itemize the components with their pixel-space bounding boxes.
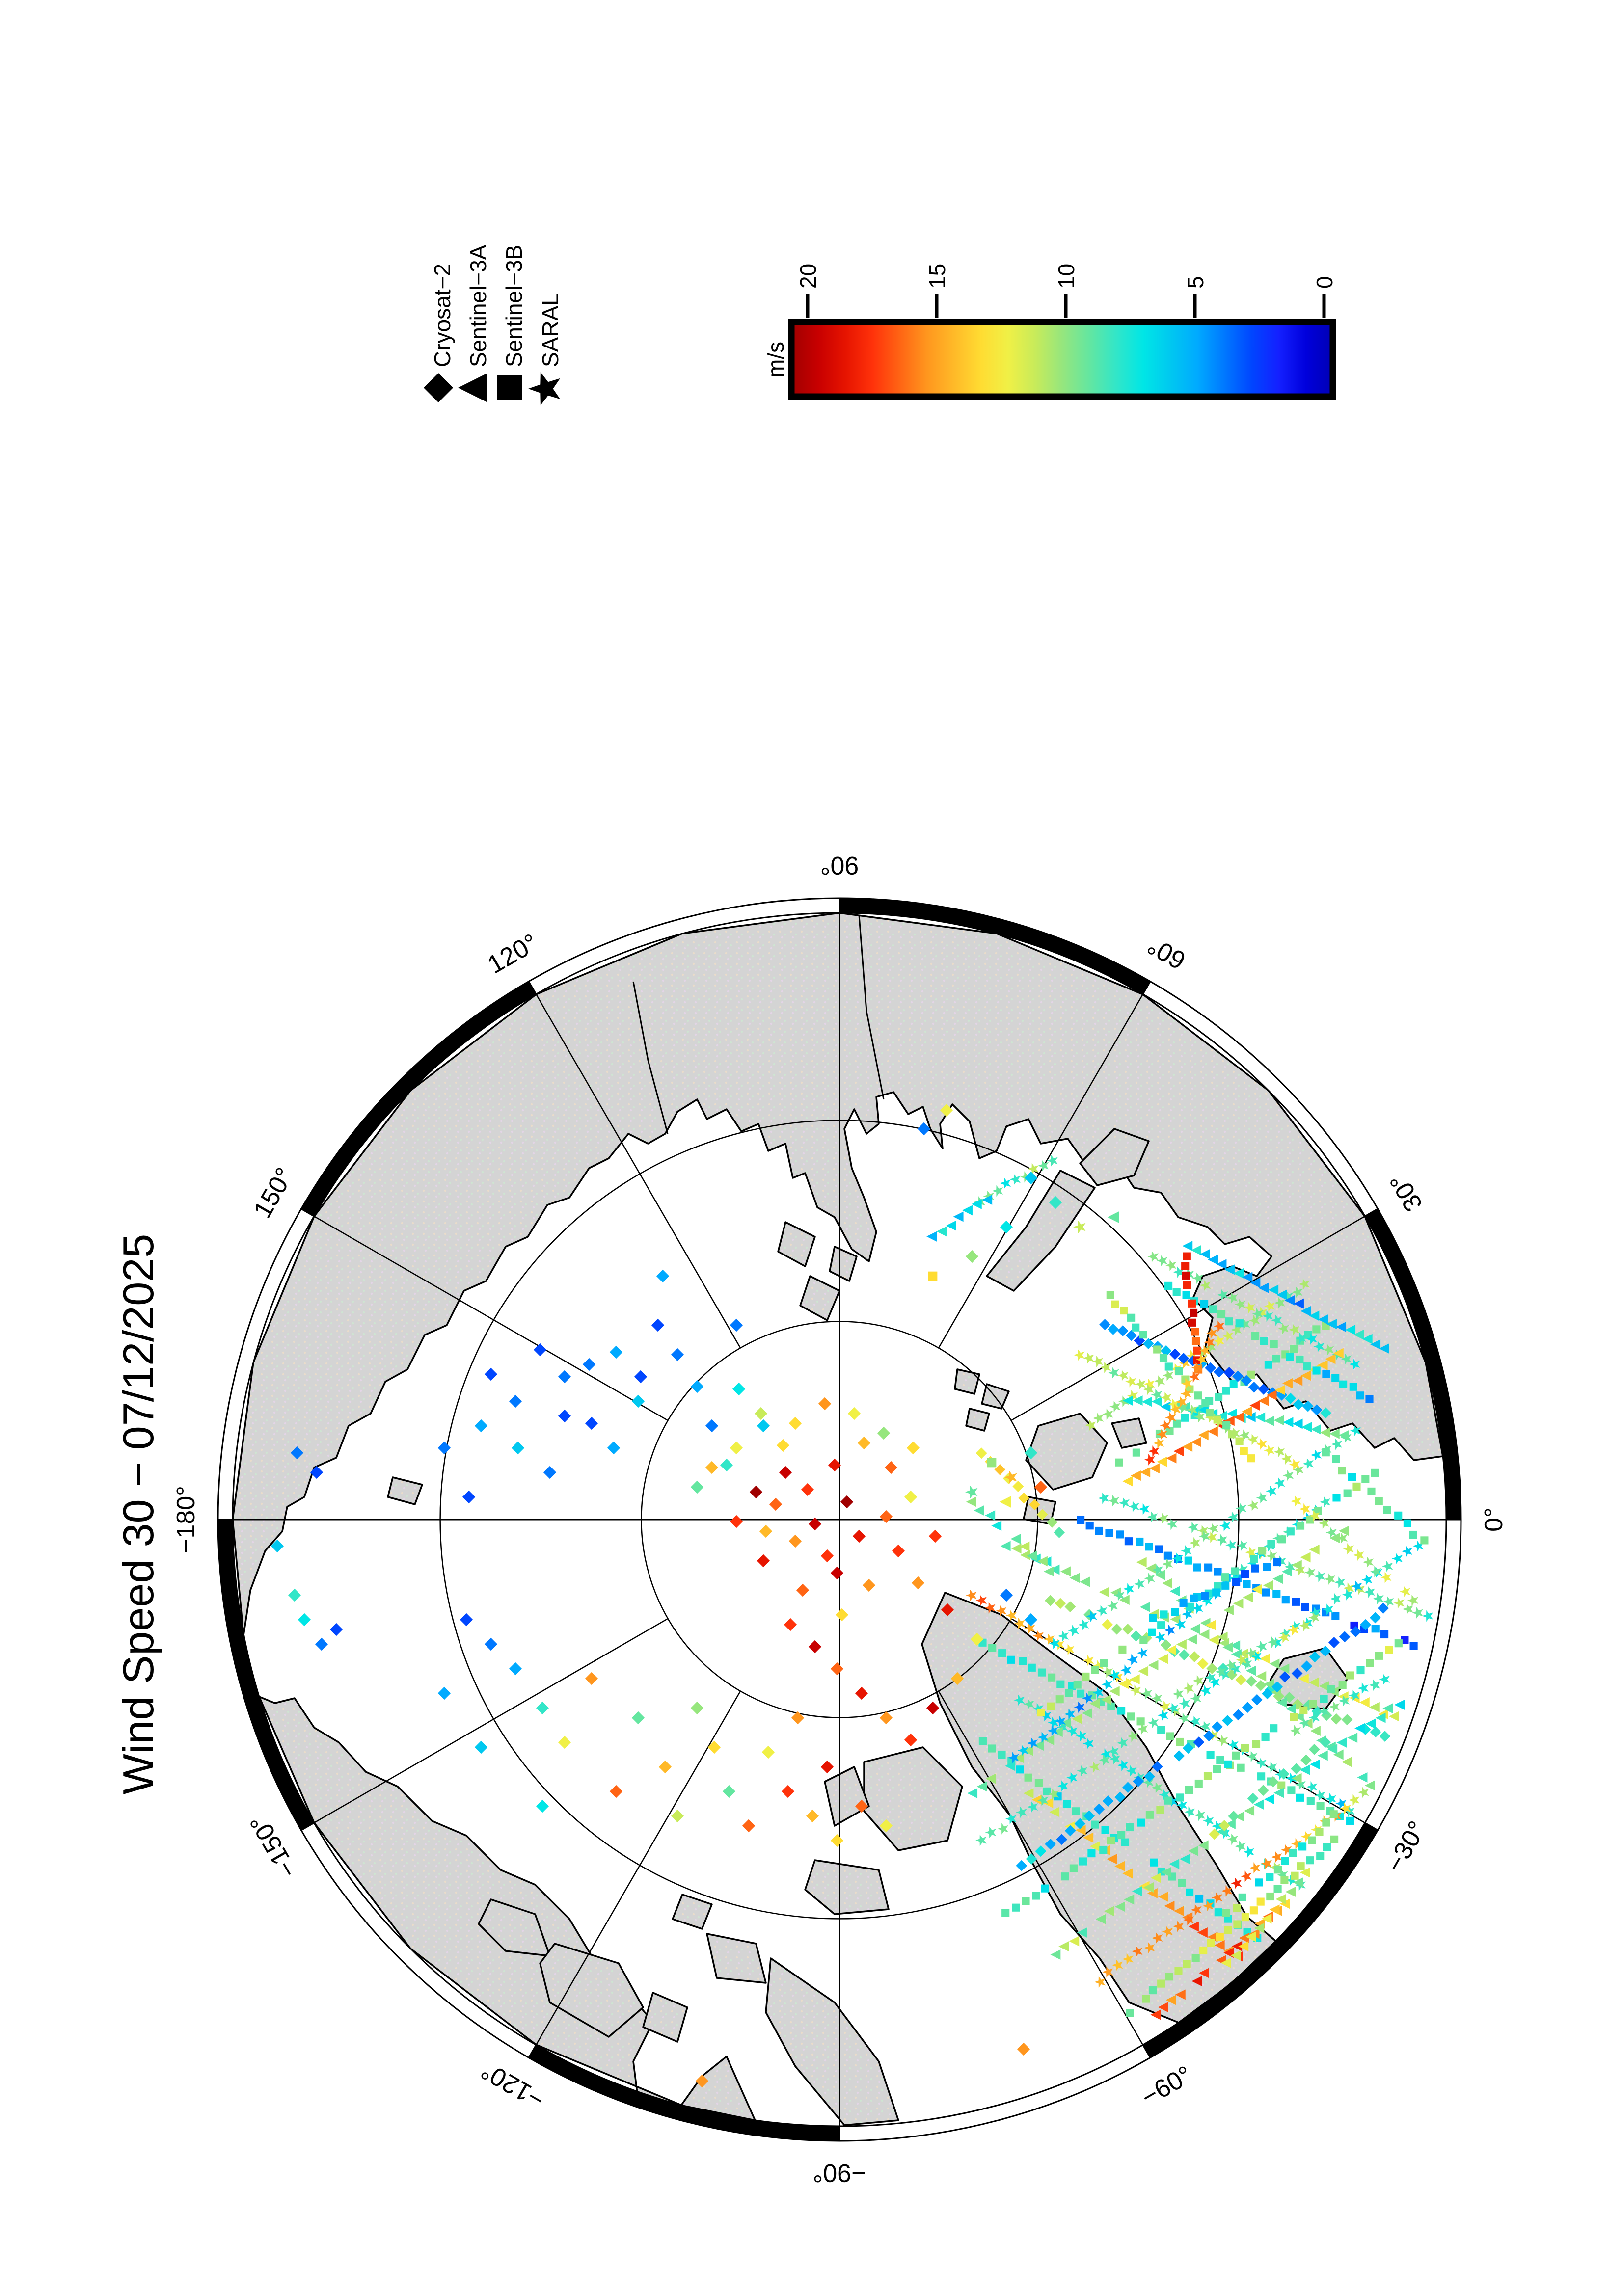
satellite-legend: Cryosat−2 Sentinel−3A Sentinel−3B SARAL xyxy=(424,244,563,406)
polar-map: 90°60°30°0°−30°−60°−90°−120°−150°−180°15… xyxy=(172,851,1508,2187)
colorbar-units-label: m/s xyxy=(763,342,788,378)
land-axel-heiberg-island xyxy=(824,1766,870,1827)
land-novaya-zemlya xyxy=(1079,1128,1150,1186)
land-somerset-island xyxy=(706,1933,767,1984)
legend-diamond-icon xyxy=(424,373,453,402)
rivers xyxy=(632,915,885,1134)
land-franz-josef-land xyxy=(954,1368,980,1395)
land-svalbard xyxy=(1025,1413,1108,1491)
colorbar-ticks xyxy=(806,294,1326,318)
meridian-label: 0° xyxy=(1480,1507,1508,1532)
wind-speed-data-points xyxy=(270,1103,1434,2088)
land-novaya-zemlya xyxy=(986,1170,1096,1292)
land-severnaya-zemlya xyxy=(829,1246,858,1282)
colorbar-tick-10: 10 xyxy=(1054,264,1079,289)
legend-star-icon xyxy=(528,372,561,406)
map-border-ring xyxy=(217,897,1462,2142)
colorbar-bar xyxy=(788,319,1336,400)
colorbar-tick-0: 0 xyxy=(1312,276,1337,289)
land-baffin-island xyxy=(765,1957,899,2126)
legend-triangle-icon xyxy=(458,373,487,402)
legend-label-sentinel3a: Sentinel−3A xyxy=(465,244,491,367)
colorbar-tick-20: 20 xyxy=(795,264,821,289)
legend-label-sentinel3b: Sentinel−3B xyxy=(501,245,527,367)
meridian-label: −90° xyxy=(812,2159,866,2187)
land-banks-island xyxy=(478,1898,551,1957)
colorbar-tick-5: 5 xyxy=(1183,276,1208,289)
land-devon-island xyxy=(804,1859,890,1915)
colorbar: 20 15 10 5 0 m/s xyxy=(763,264,1337,400)
land-severnaya-zemlya xyxy=(777,1221,816,1267)
ring-segment xyxy=(527,897,840,995)
colorbar-tick-15: 15 xyxy=(924,264,950,289)
meridian-label: 90° xyxy=(820,851,859,880)
land-svalbard xyxy=(1111,1417,1147,1449)
legend-square-icon xyxy=(497,375,522,400)
figure-title: Wind Speed 30 − 07/12/2025 xyxy=(114,1234,162,1794)
legend-label-cryosat2: Cryosat−2 xyxy=(430,264,455,367)
land-victoria-island xyxy=(539,1943,644,2038)
meridian-label: −180° xyxy=(172,1486,200,1553)
land-prince-of-wales-island xyxy=(672,1894,713,1930)
land-franz-josef-land xyxy=(965,1408,990,1432)
legend-label-saral: SARAL xyxy=(538,293,563,367)
land-severnaya-zemlya xyxy=(799,1275,840,1321)
land-eurasia xyxy=(232,912,1444,1636)
land-king-william-island xyxy=(642,1992,688,2043)
land-wrangel-island xyxy=(387,1476,423,1505)
